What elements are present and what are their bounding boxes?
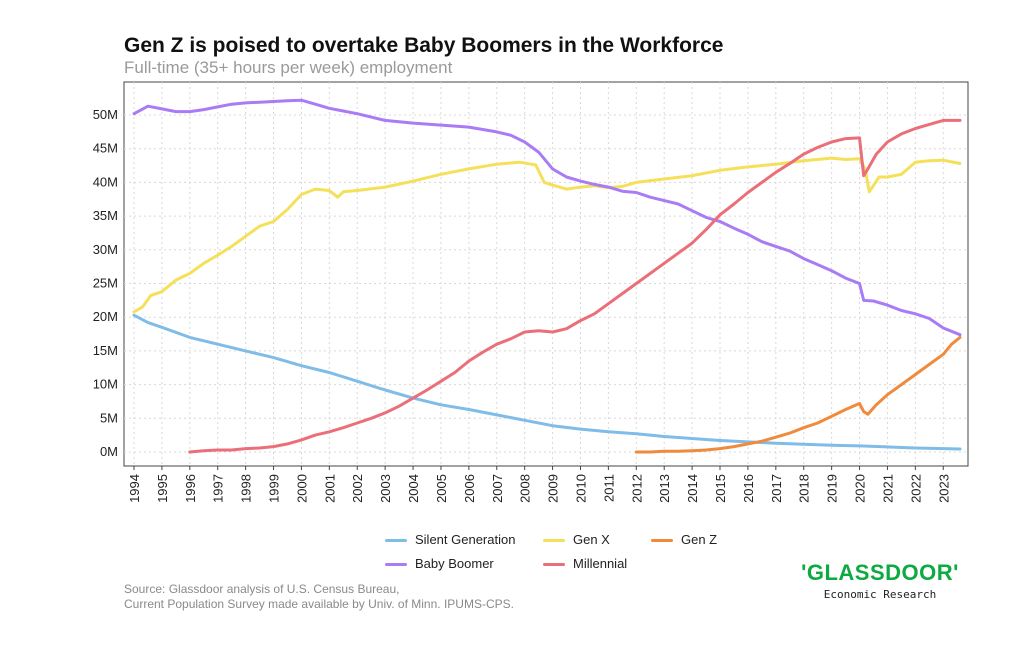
glassdoor-logo: 'GLASSDOOR' Economic Research — [800, 560, 960, 601]
y-tick-label: 30M — [93, 242, 118, 257]
y-tick-label: 20M — [93, 309, 118, 324]
x-tick-label: 2004 — [406, 474, 421, 503]
x-tick-label: 2015 — [713, 474, 728, 503]
x-tick-label: 1999 — [267, 474, 282, 503]
logo-subtitle: Economic Research — [823, 588, 937, 601]
legend-label: Silent Generation — [415, 532, 516, 547]
y-tick-label: 5M — [100, 410, 118, 425]
legend-label: Gen Z — [681, 532, 718, 547]
legend-label: Gen X — [573, 532, 610, 547]
x-tick-label: 2007 — [490, 474, 505, 503]
legend-item-silent-generation: Silent Generation — [385, 532, 515, 547]
x-tick-label: 2006 — [462, 474, 477, 503]
x-tick-label: 2010 — [573, 474, 588, 503]
legend-item-gen-z: Gen Z — [651, 532, 717, 547]
x-tick-label: 2020 — [853, 474, 868, 503]
x-tick-label: 2022 — [908, 474, 923, 503]
legend-swatch — [385, 563, 407, 567]
source-note: Source: Glassdoor analysis of U.S. Censu… — [124, 582, 514, 612]
x-tick-label: 2003 — [378, 474, 393, 503]
x-tick-label: 2011 — [601, 474, 616, 502]
chart-title: Gen Z is poised to overtake Baby Boomers… — [124, 34, 724, 57]
x-tick-label: 2018 — [797, 474, 812, 503]
x-tick-label: 2017 — [769, 474, 784, 503]
legend-item-millennial: Millennial — [543, 556, 627, 571]
x-tick-label: 2021 — [880, 474, 895, 503]
legend-swatch — [543, 563, 565, 567]
y-tick-label: 15M — [93, 343, 118, 358]
x-tick-label: 1994 — [127, 474, 142, 503]
x-tick-label: 1996 — [183, 474, 198, 503]
x-tick-label: 1997 — [211, 474, 226, 503]
y-tick-label: 25M — [93, 276, 118, 291]
logo-wordmark: 'GLASSDOOR' — [801, 560, 959, 585]
legend-swatch — [543, 539, 565, 543]
x-tick-label: 2009 — [546, 474, 561, 503]
series-line-millennial — [188, 118, 962, 454]
series-line-silent-generation — [132, 313, 962, 451]
x-tick-label: 2019 — [825, 474, 840, 503]
plot-frame — [123, 81, 969, 467]
y-tick-label: 50M — [93, 107, 118, 122]
legend-label: Baby Boomer — [415, 556, 494, 571]
x-tick-label: 2008 — [518, 474, 533, 503]
source-line-1: Source: Glassdoor analysis of U.S. Censu… — [124, 582, 400, 596]
line-chart: 0M 5M 10M 15M 20M 25M 30M 35M 40M 45M 50M 1994 1995 1… — [93, 81, 969, 503]
legend-label: Millennial — [573, 556, 628, 571]
legend-item-baby-boomer: Baby Boomer — [385, 556, 494, 571]
x-tick-label: 1998 — [239, 474, 254, 503]
y-tick-label: 0M — [100, 444, 118, 459]
y-tick-label: 35M — [93, 208, 118, 223]
x-tick-label: 2014 — [685, 474, 700, 503]
x-tick-label: 2000 — [294, 474, 309, 503]
source-line-2: Current Population Survey made available… — [124, 597, 514, 611]
x-tick-label: 2013 — [657, 474, 672, 503]
chart-subtitle: Full-time (35+ hours per week) employmen… — [124, 58, 453, 77]
y-tick-label: 10M — [93, 377, 118, 392]
series-line-gen-z — [634, 335, 962, 454]
legend-swatch — [385, 539, 407, 543]
y-tick-label: 45M — [93, 141, 118, 156]
y-tick-label: 40M — [93, 174, 118, 189]
legend-item-gen-x: Gen X — [543, 532, 610, 547]
x-tick-label: 2012 — [629, 474, 644, 503]
legend-swatch — [651, 539, 673, 543]
series-line-baby-boomer — [132, 98, 962, 337]
x-tick-label: 1995 — [155, 474, 170, 503]
x-tick-label: 2005 — [434, 474, 449, 503]
x-tick-label: 2016 — [741, 474, 756, 503]
x-tick-label: 2023 — [936, 474, 951, 503]
x-tick-label: 2001 — [322, 474, 337, 503]
x-tick-label: 2002 — [350, 474, 365, 503]
